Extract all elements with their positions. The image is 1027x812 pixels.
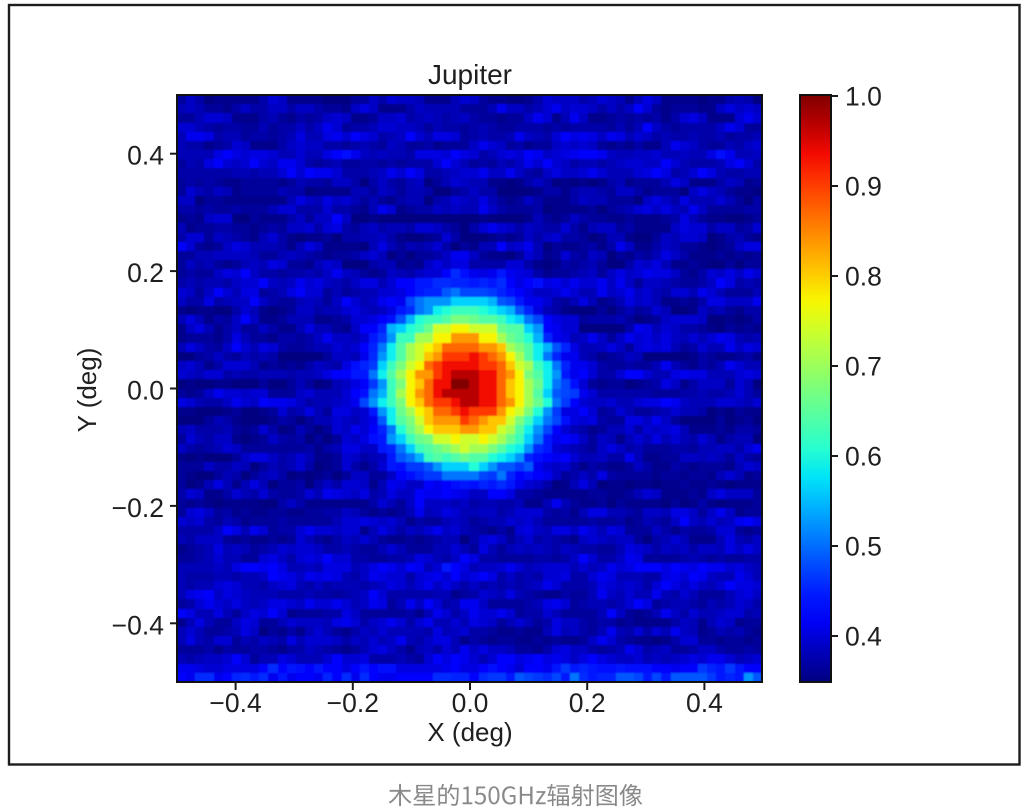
svg-text:0.0: 0.0: [127, 376, 164, 406]
svg-text:−0.4: −0.4: [209, 688, 261, 718]
svg-text:−0.2: −0.2: [327, 688, 379, 718]
svg-text:0.7: 0.7: [845, 352, 882, 382]
svg-text:0.6: 0.6: [845, 442, 882, 472]
svg-text:X (deg): X (deg): [427, 717, 512, 747]
svg-text:Y (deg): Y (deg): [72, 348, 102, 433]
svg-text:0.2: 0.2: [569, 688, 606, 718]
svg-text:1.0: 1.0: [845, 82, 882, 112]
svg-text:0.0: 0.0: [452, 688, 489, 718]
svg-text:0.9: 0.9: [845, 172, 882, 202]
svg-text:0.4: 0.4: [686, 688, 723, 718]
svg-text:0.2: 0.2: [127, 258, 164, 288]
svg-text:0.5: 0.5: [845, 532, 882, 562]
svg-text:−0.2: −0.2: [112, 493, 164, 523]
svg-text:0.4: 0.4: [127, 141, 164, 171]
svg-text:Jupiter: Jupiter: [428, 59, 512, 90]
svg-text:0.4: 0.4: [845, 622, 882, 652]
svg-text:0.8: 0.8: [845, 262, 882, 292]
svg-text:−0.4: −0.4: [112, 610, 164, 640]
